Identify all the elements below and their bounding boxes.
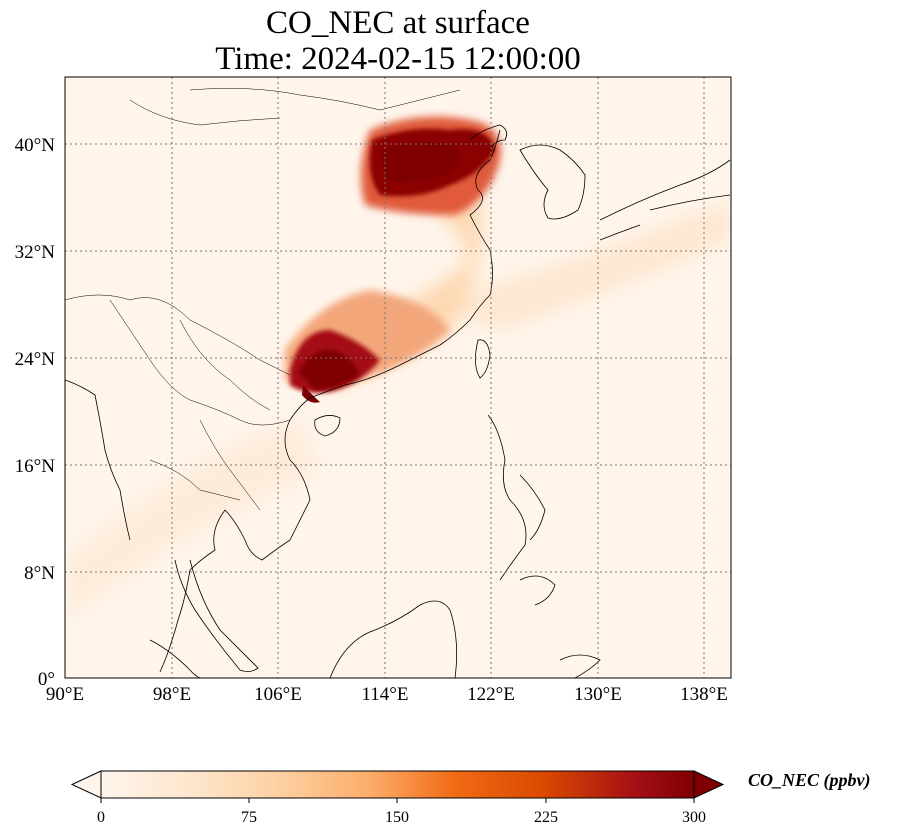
- map-title-line1: CO_NEC at surface: [266, 5, 530, 41]
- lon-tick-label: 106°E: [254, 684, 302, 705]
- colorbar: 0 75 150 225 300: [70, 770, 725, 826]
- colorbar-tick-label: 300: [682, 809, 706, 826]
- colorbar-tick-label: 225: [534, 809, 558, 826]
- map-gridlines: [65, 77, 731, 678]
- lat-tick-label: 32°N: [15, 242, 56, 263]
- lon-tick-label: 138°E: [680, 684, 728, 705]
- lon-tick-label: 130°E: [574, 684, 622, 705]
- lon-tick-label: 90°E: [46, 684, 84, 705]
- lon-tick-labels: 90°E 98°E 106°E 114°E 122°E 130°E 138°E: [46, 684, 728, 705]
- colorbar-gradient: [101, 771, 694, 798]
- lon-tick-label: 114°E: [362, 684, 409, 705]
- map-frame: [64, 76, 732, 679]
- lat-tick-labels: 0° 8°N 16°N 24°N 32°N 40°N: [15, 135, 56, 690]
- colorbar-tick-label: 150: [385, 809, 409, 826]
- lon-tick-label: 122°E: [467, 684, 515, 705]
- colorbar-extend-max: [693, 770, 725, 799]
- colorbar-tick-label: 0: [97, 809, 105, 826]
- lat-tick-label: 40°N: [15, 135, 56, 156]
- colorbar-tick-label: 75: [241, 809, 257, 826]
- lon-tick-label: 98°E: [153, 684, 191, 705]
- map-title-line2: Time: 2024-02-15 12:00:00: [215, 41, 581, 77]
- lat-tick-label: 0°: [38, 669, 55, 690]
- colorbar-extend-min: [70, 770, 102, 799]
- country-borders: [65, 88, 461, 511]
- co-concentration-field: [65, 116, 730, 620]
- lat-tick-label: 8°N: [24, 563, 55, 584]
- colorbar-label: CO_NEC (ppbv): [748, 770, 871, 790]
- lat-tick-label: 16°N: [15, 456, 56, 477]
- lat-tick-label: 24°N: [15, 349, 56, 370]
- map-panel[interactable]: [65, 77, 731, 678]
- coastlines: [65, 124, 731, 678]
